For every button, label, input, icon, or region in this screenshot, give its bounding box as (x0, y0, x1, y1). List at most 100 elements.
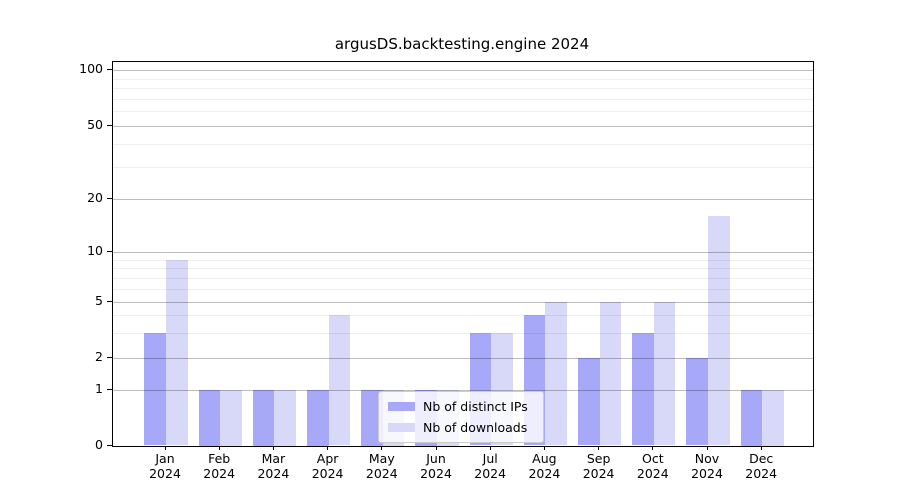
x-tick-mark-dec (760, 445, 762, 450)
gridline-major-1 (113, 390, 813, 391)
gridline-minor-8 (113, 267, 813, 269)
legend-label-downloads: Nb of downloads (423, 420, 528, 435)
y-tick-mark-1 (107, 389, 112, 390)
x-tick-mark-mar (272, 445, 274, 450)
legend-item-downloads: Nb of downloads (388, 420, 534, 435)
gridline-minor-70 (113, 98, 813, 100)
gridline-minor-30 (113, 166, 813, 168)
bar-distinct-ips-feb (198, 390, 221, 446)
y-tick-label-50: 50 (87, 117, 103, 132)
x-tick-label-month: Aug (532, 451, 557, 466)
bar-distinct-ips-may (361, 390, 383, 446)
gridline-minor-3 (113, 332, 813, 334)
x-tick-label-year: 2024 (528, 465, 561, 481)
x-tick-label-apr: Apr 2024 (300, 451, 356, 481)
x-tick-label-month: Nov (694, 451, 720, 466)
bar-downloads-oct (653, 301, 676, 446)
gridline-major-20 (113, 199, 813, 200)
gridline-minor-6 (113, 288, 813, 290)
plot-area (112, 61, 814, 447)
x-tick-label-year: 2024 (474, 465, 507, 481)
x-tick-label-oct: Oct 2024 (625, 451, 681, 481)
y-tick-label-1: 1 (95, 381, 103, 396)
x-tick-label-month: Sep (586, 451, 611, 466)
gridline-major-100 (113, 70, 813, 71)
chart-title: argusDS.backtesting.engine 2024 (334, 35, 590, 53)
gridline-major-50 (113, 126, 813, 127)
y-tick-mark-10 (107, 251, 112, 252)
x-tick-label-month: Apr (316, 451, 339, 466)
bar-downloads-feb (220, 390, 242, 446)
x-tick-label-sep: Sep 2024 (571, 451, 627, 481)
x-tick-mark-nov (706, 445, 708, 450)
y-tick-mark-0 (107, 444, 112, 446)
x-tick-label-month: Mar (261, 451, 286, 466)
x-tick-label-dec: Dec 2024 (733, 451, 789, 481)
legend-item-distinct-ips: Nb of distinct IPs (388, 399, 534, 414)
y-tick-label-5: 5 (95, 292, 103, 308)
x-tick-label-year: 2024 (365, 465, 398, 481)
gridline-minor-40 (113, 143, 813, 145)
x-tick-label-may: May 2024 (354, 451, 410, 481)
bar-downloads-dec (762, 390, 784, 446)
y-tick-label-10: 10 (87, 243, 103, 258)
legend-label-distinct-ips: Nb of distinct IPs (423, 399, 528, 414)
bar-distinct-ips-dec (740, 390, 763, 446)
x-tick-label-month: Jan (155, 451, 175, 466)
x-tick-label-jul: Jul 2024 (462, 451, 518, 481)
x-tick-mark-jan (164, 445, 166, 450)
bar-distinct-ips-nov (686, 357, 708, 446)
x-tick-label-month: Jun (426, 451, 446, 466)
gridline-minor-90 (113, 78, 813, 80)
x-tick-mark-apr (327, 445, 329, 450)
bar-distinct-ips-sep (577, 357, 600, 446)
x-tick-label-year: 2024 (149, 465, 181, 481)
x-tick-label-mar: Mar 2024 (245, 451, 301, 481)
x-tick-label-year: 2024 (257, 465, 290, 481)
x-tick-mark-oct (652, 445, 654, 450)
x-tick-label-month: Dec (749, 451, 774, 466)
gridline-minor-60 (113, 111, 813, 113)
gridline-minor-9 (113, 259, 813, 261)
x-tick-label-month: May (368, 451, 395, 466)
x-tick-label-year: 2024 (420, 465, 452, 481)
x-tick-label-year: 2024 (582, 465, 615, 481)
x-tick-label-aug: Aug 2024 (516, 451, 572, 481)
gridline-major-5 (113, 301, 813, 303)
x-tick-label-month: Feb (208, 451, 231, 466)
x-tick-label-month: Jul (482, 451, 498, 466)
y-tick-mark-5 (107, 300, 112, 302)
y-tick-mark-20 (107, 198, 112, 199)
gridline-minor-7 (113, 277, 813, 279)
x-tick-mark-jul (489, 445, 491, 450)
x-tick-label-jun: Jun 2024 (408, 451, 464, 481)
x-tick-label-nov: Nov 2024 (679, 451, 735, 481)
x-tick-mark-may (381, 445, 383, 450)
gridline-minor-4 (113, 315, 813, 317)
bar-downloads-nov (708, 216, 730, 446)
x-tick-label-year: 2024 (311, 465, 344, 481)
bar-distinct-ips-oct (632, 332, 654, 446)
x-tick-label-year: 2024 (745, 465, 778, 481)
x-tick-mark-aug (543, 445, 545, 450)
gridline-major-10 (113, 252, 813, 253)
bar-downloads-aug (545, 301, 568, 446)
bar-distinct-ips-apr (306, 390, 329, 446)
legend-swatch-distinct-ips-icon (388, 402, 415, 411)
gridline-major-2 (113, 357, 813, 359)
y-tick-label-100: 100 (79, 61, 103, 76)
x-tick-label-year: 2024 (203, 465, 236, 481)
bar-distinct-ips-mar (252, 390, 275, 446)
x-tick-label-month: Oct (641, 451, 664, 466)
y-tick-label-2: 2 (95, 348, 103, 364)
y-tick-mark-2 (107, 356, 112, 358)
x-tick-label-feb: Feb 2024 (191, 451, 247, 481)
x-tick-label-year: 2024 (691, 465, 723, 481)
legend-swatch-downloads-icon (388, 423, 415, 432)
y-tick-mark-100 (107, 69, 112, 70)
y-tick-mark-50 (107, 125, 112, 126)
bar-downloads-jan (166, 259, 188, 446)
y-tick-label-0: 0 (95, 436, 103, 452)
y-tick-label-20: 20 (87, 190, 103, 205)
